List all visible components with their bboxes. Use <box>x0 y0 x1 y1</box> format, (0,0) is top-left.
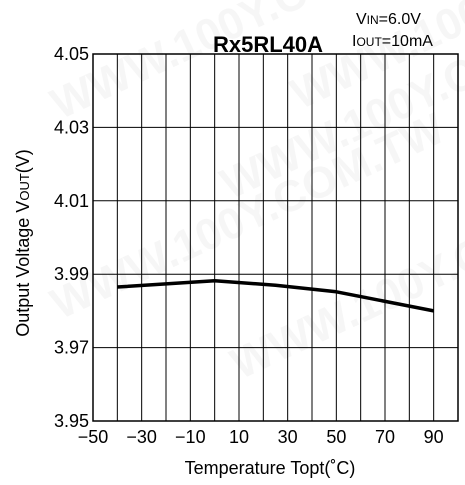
x-tick-label: 70 <box>375 427 395 447</box>
condition-vin: VIN=6.0V <box>356 11 421 28</box>
x-tick-label: −10 <box>175 427 206 447</box>
y-tick-label: 3.97 <box>54 338 89 358</box>
cond-vin-rest: =6.0V <box>379 11 422 28</box>
y-tick-label: 4.03 <box>54 117 89 137</box>
y-tick-label: 3.99 <box>54 264 89 284</box>
series-line <box>117 279 435 313</box>
y-axis-label-main: Output Voltage V <box>13 201 33 337</box>
x-tick-label: −30 <box>126 427 157 447</box>
cond-iout-main: I <box>352 33 356 50</box>
y-axis-label-sub: OUT <box>17 173 32 201</box>
y-axis-label-unit: (V) <box>13 149 33 173</box>
x-axis-label: Temperature Topt(˚C) <box>185 458 356 478</box>
x-tick-label: 10 <box>229 427 249 447</box>
condition-iout: IOUT=10mA <box>352 33 433 50</box>
tick-labels: 3.95 3.97 3.99 4.01 4.03 4.05 −50 −30 −10 10 30 50 7… <box>54 44 444 447</box>
cond-iout-rest: =10mA <box>382 33 433 50</box>
x-tick-label: 90 <box>424 427 444 447</box>
y-tick-label: 3.95 <box>54 411 89 431</box>
y-tick-label: 4.05 <box>54 44 89 64</box>
cond-vin-main: V <box>356 11 367 28</box>
x-tick-label: 50 <box>326 427 346 447</box>
x-tick-label: 30 <box>278 427 298 447</box>
cond-vin-sub: IN <box>367 13 379 27</box>
watermark: WWW.100Y.COM.TWWWW.100Y.COM.TWWWW.100Y.C… <box>44 0 465 389</box>
y-tick-label: 4.01 <box>54 191 89 211</box>
plot-frame <box>92 53 459 422</box>
y-axis-label: Output Voltage VOUT(V) <box>13 149 33 337</box>
series-layer <box>117 279 435 313</box>
x-tick-label: −50 <box>78 427 109 447</box>
cond-iout-sub: OUT <box>356 35 382 49</box>
chart-title: Rx5RL40A <box>213 32 323 57</box>
